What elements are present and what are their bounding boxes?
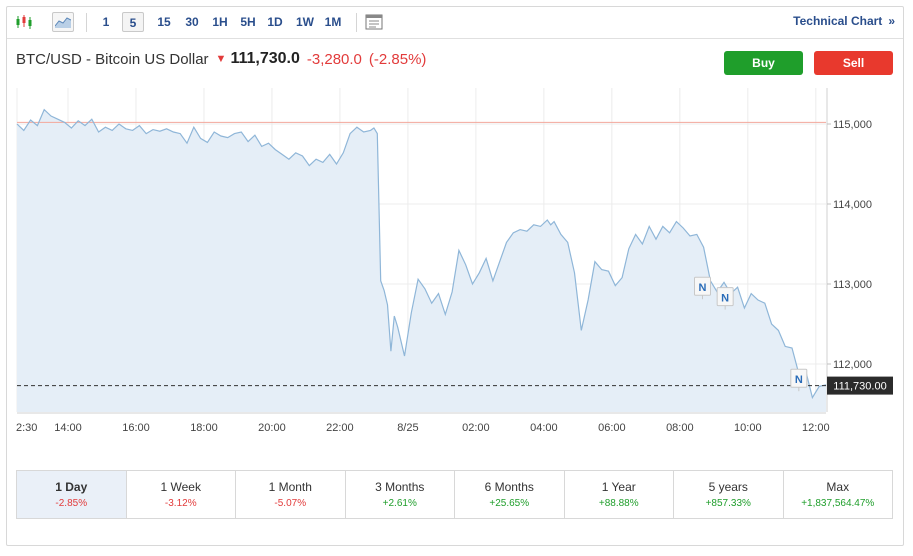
period-max[interactable]: Max +1,837,564.47%: [784, 471, 893, 518]
price-line: [16, 108, 827, 400]
x-tick-label: 04:00: [530, 422, 558, 434]
period-label: 1 Week: [160, 480, 201, 494]
period-label: Max: [826, 480, 850, 494]
y-tick-label: 114,000: [833, 199, 872, 211]
price-chart[interactable]: Investing.com NNN 115,000114,000113,0001…: [0, 0, 913, 470]
x-tick-label: 2:30: [16, 422, 37, 434]
candlestick-icon[interactable]: [13, 12, 35, 32]
news-markers: N N N: [693, 276, 808, 392]
news-marker[interactable]: N: [716, 287, 734, 310]
x-tick-label: 18:00: [190, 422, 218, 434]
toolbar-divider: [86, 13, 87, 32]
news-marker-label: N: [699, 282, 707, 294]
technical-chart-link[interactable]: Technical Chart »: [793, 14, 895, 28]
y-tick-label: 113,000: [833, 279, 872, 291]
price-tag-label: 111,730.00: [833, 381, 886, 393]
period-1-day[interactable]: 1 Day -2.85%: [17, 471, 127, 518]
price-tag-background: [827, 376, 893, 395]
period-6-months[interactable]: 6 Months +25.65%: [455, 471, 565, 518]
timeframe-5[interactable]: 5: [122, 12, 144, 32]
y-tick-label: 115,000: [833, 119, 872, 131]
price-change: -3,280.0: [306, 50, 362, 68]
period-change: +88.88%: [598, 498, 639, 509]
period-label: 5 years: [708, 480, 748, 494]
double-chevron-right-icon: »: [888, 14, 895, 28]
timeframe-1m[interactable]: 1M: [324, 15, 342, 29]
news-marker-label: N: [795, 374, 803, 386]
period-change: +25.65%: [489, 498, 530, 509]
price-change-percent: (-2.85%): [368, 50, 427, 68]
period-1-month[interactable]: 1 Month -5.07%: [236, 471, 346, 518]
technical-chart-label: Technical Chart: [793, 14, 883, 28]
x-tick-label: 22:00: [326, 422, 354, 434]
period-label: 6 Months: [484, 480, 534, 494]
x-tick-label: 20:00: [258, 422, 286, 434]
timeframe-15[interactable]: 15: [157, 15, 171, 29]
last-price: 111,730.0: [230, 50, 300, 67]
period-change: -3.12%: [164, 498, 197, 509]
chart-widget-frame: [6, 6, 904, 546]
price-area: [17, 109, 826, 412]
period-1-week[interactable]: 1 Week -3.12%: [127, 471, 236, 518]
chart-settings-icon[interactable]: [363, 12, 385, 32]
x-tick-label: 08:00: [666, 422, 694, 434]
sell-button[interactable]: Sell: [814, 51, 893, 75]
x-tick-label: 06:00: [598, 422, 626, 434]
news-marker[interactable]: N: [790, 368, 808, 392]
x-tick-label: 16:00: [122, 422, 150, 434]
period-1-year[interactable]: 1 Year +88.88%: [565, 471, 674, 518]
news-marker-label: N: [721, 293, 729, 305]
period-label: 1 Year: [601, 480, 636, 494]
y-axis: 115,000 114,000 113,000 112,000: [827, 119, 872, 371]
period-change: +1,837,564.47%: [801, 498, 875, 509]
period-change: +857.33%: [705, 498, 751, 509]
timeframe-5h[interactable]: 5H: [240, 15, 256, 29]
x-axis: 2:30 14:00 16:00 18:00 20:00 22:00 8/25 02:00 04…: [16, 422, 830, 434]
performance-periods: 1 Day -2.85% 1 Week -3.12% 1 Month -5.07% 3 Mo…: [16, 470, 893, 519]
period-change: +2.61%: [382, 498, 417, 509]
x-tick-label: 12:00: [802, 422, 830, 434]
y-tick-label: 112,000: [833, 359, 872, 371]
timeframe-1d[interactable]: 1D: [267, 15, 283, 29]
current-price-tag: 111,730.00: [827, 376, 893, 395]
timeframe-30[interactable]: 30: [185, 15, 199, 29]
period-change: -5.07%: [274, 498, 307, 509]
x-tick-label: 02:00: [462, 422, 490, 434]
period-3-months[interactable]: 3 Months +2.61%: [346, 471, 455, 518]
buy-button[interactable]: Buy: [724, 51, 803, 75]
quote-header: BTC/USD - Bitcoin US Dollar ▼ 111,730.0 …: [16, 50, 426, 68]
news-marker[interactable]: N: [693, 276, 711, 300]
chart-toolbar: 1 5 15 30 1H 5H 1D 1W 1M Technical Chart »: [7, 7, 903, 39]
area-chart-icon[interactable]: [52, 12, 74, 32]
down-arrow-icon: ▼: [215, 53, 227, 65]
timeframe-1h[interactable]: 1H: [212, 15, 228, 29]
timeframe-1[interactable]: 1: [102, 15, 110, 29]
toolbar-divider: [356, 13, 357, 32]
period-label: 3 Months: [375, 480, 425, 494]
x-tick-label: 10:00: [734, 422, 762, 434]
instrument-name: BTC/USD - Bitcoin US Dollar: [16, 50, 209, 68]
period-change: -2.85%: [55, 498, 88, 509]
period-label: 1 Month: [268, 480, 312, 494]
period-label: 1 Day: [55, 480, 88, 494]
timeframe-1w[interactable]: 1W: [296, 15, 314, 29]
x-tick-label: 8/25: [397, 422, 418, 434]
period-5-years[interactable]: 5 years +857.33%: [674, 471, 784, 518]
x-tick-label: 14:00: [54, 422, 82, 434]
